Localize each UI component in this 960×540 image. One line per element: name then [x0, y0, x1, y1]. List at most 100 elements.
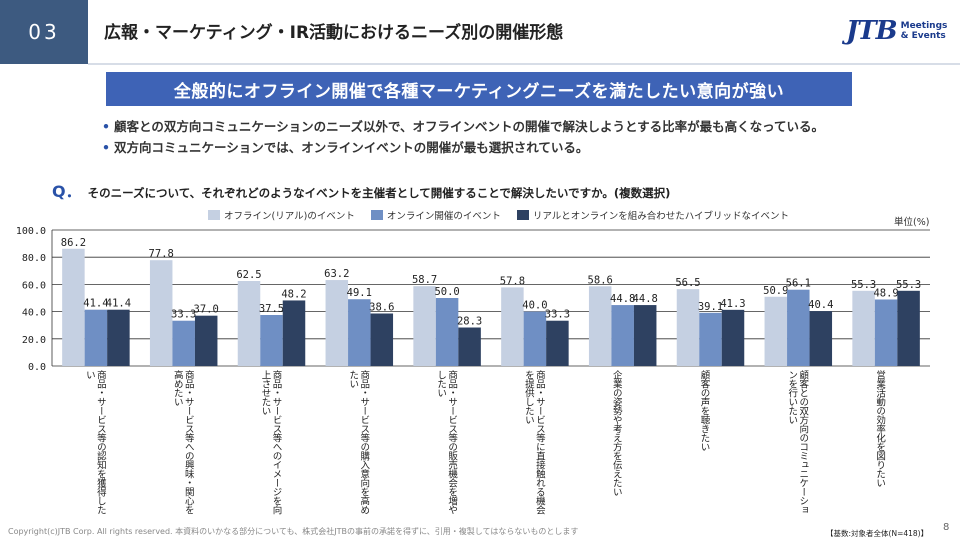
- data-label: 56.1: [786, 278, 811, 290]
- legend-item-online: オンライン開催のイベント: [370, 208, 501, 222]
- bullet-item: • 顧客との双方向コミュニケーションのニーズ以外で、オフラインベントの開催で解決し…: [102, 116, 824, 137]
- data-label: 33.3: [171, 309, 196, 321]
- bar-hybrid: [897, 290, 920, 366]
- data-label: 41.4: [106, 298, 131, 310]
- y-tick-label: 40.0: [22, 308, 46, 319]
- bar-hybrid: [809, 311, 833, 366]
- data-label: 37.0: [194, 304, 219, 316]
- data-label: 48.2: [281, 288, 306, 300]
- y-tick-label: 60.0: [22, 280, 46, 291]
- jtb-logo: JTB Meetings & Events: [846, 16, 947, 46]
- page-number: 8: [943, 522, 950, 533]
- bar-hybrid: [194, 315, 218, 366]
- data-label: 57.8: [500, 275, 525, 287]
- bar-hybrid: [546, 320, 569, 366]
- bar-online: [172, 320, 195, 366]
- chart-legend: オフライン(リアル)のイベント オンライン開催のイベント リアルとオンラインを組…: [208, 208, 805, 222]
- bar-online: [699, 312, 722, 366]
- question-text: そのニーズについて、それぞれどのようなイベントを主催者として開催することで解決し…: [87, 186, 671, 200]
- bar-offline: [325, 280, 349, 366]
- x-tick-label: 営業活動の効率化を図りたい: [874, 370, 886, 487]
- bar-hybrid: [107, 309, 130, 366]
- bar-online: [611, 305, 634, 366]
- bar-online: [348, 299, 371, 366]
- bar-offline: [852, 290, 875, 366]
- bar-offline: [764, 296, 788, 366]
- headline-banner: 全般的にオフライン開催で各種マーケティングニーズを満たしたい意向が強い: [106, 72, 852, 106]
- y-tick-label: 0.0: [28, 362, 46, 373]
- logo-mark: JTB: [846, 16, 898, 46]
- data-label: 49.1: [347, 287, 372, 299]
- x-tick-label: 商品・サービス等の購入意向を高めたい: [347, 370, 370, 514]
- data-label: 58.7: [412, 274, 437, 286]
- x-tick-label: 商品・サービス等に直接触れる機会を提供したい: [522, 370, 545, 514]
- bullet-text: 顧客との双方向コミュニケーションのニーズ以外で、オフラインベントの開催で解決しよ…: [114, 119, 825, 134]
- legend-item-offline: オフライン(リアル)のイベント: [208, 208, 355, 222]
- bar-online: [523, 311, 547, 366]
- y-tick-label: 100.0: [16, 226, 46, 237]
- bar-offline: [413, 286, 436, 366]
- survey-question: Q． そのニーズについて、それぞれどのようなイベントを主催者として開催することで解…: [52, 178, 670, 202]
- x-tick-label: 商品・サービス等へのイメージを向上させたい: [259, 370, 282, 514]
- header-divider: [88, 63, 960, 65]
- data-label: 50.0: [434, 286, 459, 298]
- page-title: 広報・マーケティング・IR活動におけるニーズ別の開催形態: [104, 23, 564, 43]
- x-tick-label: 商品・サービス等の販売機会を増やしたい: [435, 370, 458, 514]
- data-label: 44.8: [610, 293, 635, 305]
- base-note: 【基数:対象者全体(N=418)】: [826, 529, 929, 538]
- data-label: 40.0: [522, 300, 547, 312]
- bar-hybrid: [282, 300, 306, 366]
- logo-text: Meetings & Events: [901, 21, 948, 41]
- data-label: 39.1: [698, 301, 723, 313]
- bar-offline: [62, 248, 85, 366]
- data-label: 41.4: [83, 298, 108, 310]
- bar-hybrid: [458, 327, 481, 366]
- legend-label-hybrid: リアルとオンラインを組み合わせたハイブリッドなイベント: [532, 211, 790, 222]
- y-tick-label: 20.0: [22, 335, 46, 346]
- copyright-footer: Copyright(c)JTB Corp. All rights reserve…: [8, 527, 579, 536]
- summary-bullets: • 顧客との双方向コミュニケーションのニーズ以外で、オフラインベントの開催で解決し…: [102, 116, 824, 158]
- bar-online: [260, 315, 283, 366]
- bar-hybrid: [370, 313, 394, 366]
- bar-hybrid: [721, 309, 745, 366]
- bullet-mark: •: [102, 140, 110, 155]
- bullet-mark: •: [102, 119, 110, 134]
- section-number: 03: [0, 0, 88, 64]
- data-label: 44.8: [633, 293, 658, 305]
- bar-online: [787, 289, 810, 366]
- bullet-item: • 双方向コミュニケーションでは、オンラインイベントの開催が最も選択されている。: [102, 137, 824, 158]
- bar-online: [874, 299, 898, 366]
- data-label: 41.3: [720, 298, 745, 310]
- legend-swatch-offline: [208, 210, 220, 220]
- header-bar: 03 広報・マーケティング・IR活動におけるニーズ別の開催形態 JTB Meet…: [0, 0, 960, 65]
- data-label: 38.6: [369, 302, 394, 314]
- x-tick-label: 企業の姿勢や考え方を伝えたい: [610, 370, 622, 496]
- bar-offline: [501, 287, 524, 366]
- legend-item-hybrid: リアルとオンラインを組み合わせたハイブリッドなイベント: [516, 208, 790, 222]
- question-mark: Q．: [52, 182, 82, 201]
- x-tick-label: 顧客の声を聴きたい: [698, 370, 710, 451]
- bar-offline: [237, 281, 261, 366]
- data-label: 40.4: [808, 299, 833, 311]
- unit-label: 単位(%): [894, 217, 930, 228]
- data-label: 58.6: [588, 274, 613, 286]
- data-label: 37.5: [259, 303, 284, 315]
- bar-offline: [588, 286, 612, 366]
- bar-online: [435, 298, 459, 366]
- y-tick-label: 80.0: [22, 253, 46, 264]
- bar-offline: [149, 260, 173, 366]
- data-label: 50.9: [763, 285, 788, 297]
- data-label: 77.8: [149, 248, 174, 260]
- logo-text-line-2: & Events: [900, 31, 946, 41]
- data-label: 56.5: [675, 277, 700, 289]
- x-tick-label: 商品・サービス等の認知を獲得したい: [83, 370, 106, 514]
- data-label: 63.2: [324, 268, 349, 280]
- data-label: 48.9: [873, 287, 898, 299]
- legend-swatch-online: [370, 210, 383, 220]
- legend-swatch-hybrid: [516, 210, 529, 220]
- logo-text-line-1: Meetings: [900, 21, 948, 31]
- data-label: 55.3: [851, 279, 876, 291]
- data-label: 55.3: [896, 279, 921, 291]
- data-label: 86.2: [61, 237, 86, 249]
